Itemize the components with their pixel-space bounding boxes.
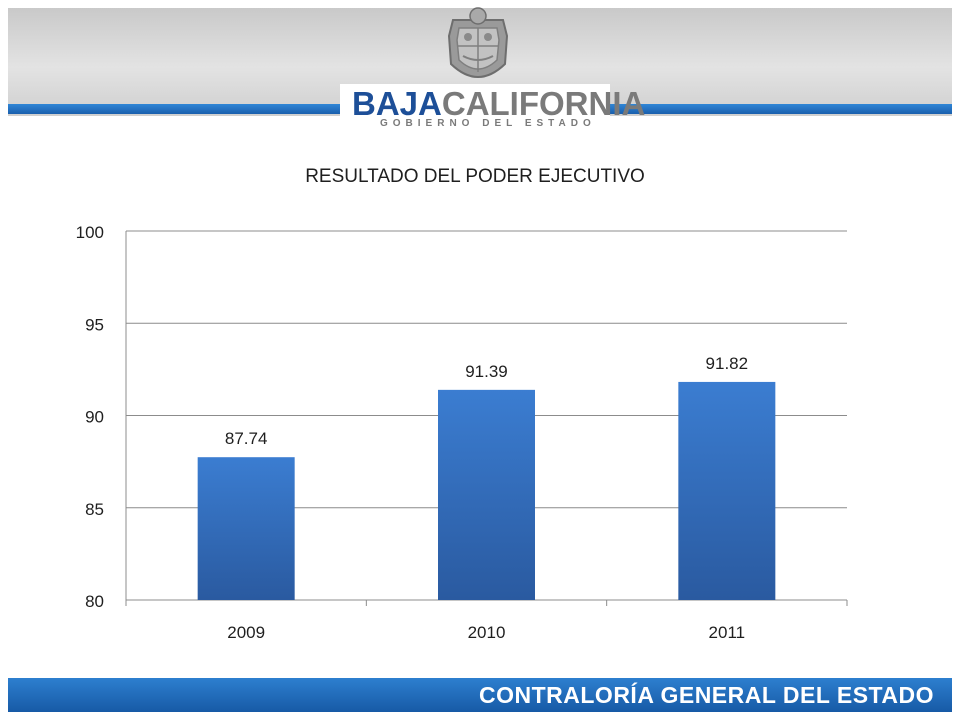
data-label: 91.82: [706, 354, 749, 373]
coat-of-arms-icon: [447, 7, 509, 78]
bar-2010: [438, 389, 535, 600]
x-tick-label: 2010: [468, 623, 506, 642]
brand-subtitle: GOBIERNO DEL ESTADO: [380, 118, 596, 129]
brand-logo-text: BAJACALIFORNIA: [352, 86, 645, 122]
bar-2011: [678, 381, 776, 600]
y-tick-label: 80: [85, 592, 104, 611]
data-label: 91.39: [465, 362, 508, 381]
x-tick-label: 2011: [709, 623, 746, 642]
logo-plate: [340, 84, 610, 136]
chart-title: RESULTADO DEL PODER EJECUTIVO: [305, 166, 645, 187]
y-tick-label: 100: [76, 223, 104, 242]
brand-part-2: CALIFORNIA: [441, 85, 646, 122]
brand-part-1: BAJA: [352, 85, 442, 122]
footer-title: CONTRALORÍA GENERAL DEL ESTADO: [479, 682, 934, 708]
footer-band: CONTRALORÍA GENERAL DEL ESTADO: [8, 678, 952, 712]
y-tick-label: 90: [85, 408, 104, 427]
data-label: 87.74: [225, 429, 268, 448]
x-tick-label: 2009: [227, 623, 265, 642]
bar-2009: [197, 457, 295, 600]
y-tick-label: 85: [85, 500, 104, 519]
y-tick-label: 95: [85, 315, 104, 334]
